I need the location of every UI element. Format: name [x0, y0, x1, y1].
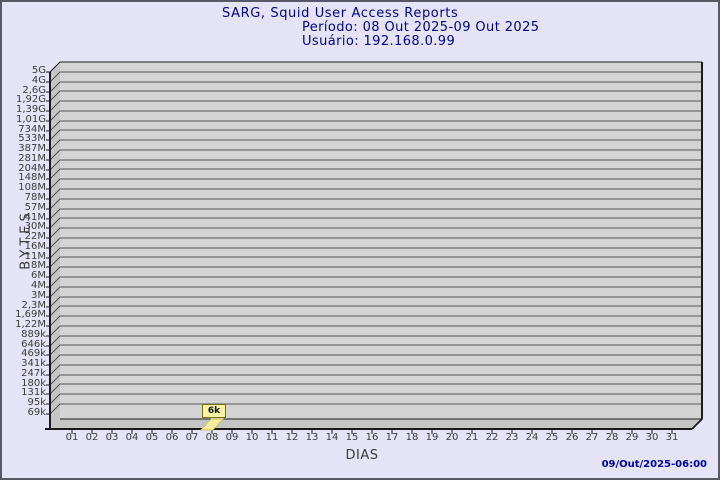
- x-tick-label: 17: [382, 433, 402, 443]
- x-tick-label: 28: [602, 433, 622, 443]
- x-tick-label: 22: [482, 433, 502, 443]
- x-tick-label: 26: [562, 433, 582, 443]
- plot-area: [2, 2, 720, 480]
- x-tick-label: 11: [262, 433, 282, 443]
- x-tick-label: 20: [442, 433, 462, 443]
- x-axis-title: DIAS: [332, 448, 392, 463]
- x-tick-label: 18: [402, 433, 422, 443]
- x-tick-label: 08: [202, 433, 222, 443]
- x-tick-label: 02: [82, 433, 102, 443]
- x-tick-label: 31: [662, 433, 682, 443]
- x-tick-label: 09: [222, 433, 242, 443]
- x-tick-label: 23: [502, 433, 522, 443]
- x-tick-label: 24: [522, 433, 542, 443]
- x-tick-label: 07: [182, 433, 202, 443]
- x-tick-label: 12: [282, 433, 302, 443]
- x-tick-label: 06: [162, 433, 182, 443]
- x-tick-label: 16: [362, 433, 382, 443]
- x-tick-label: 30: [642, 433, 662, 443]
- x-tick-label: 04: [122, 433, 142, 443]
- x-tick-label: 13: [302, 433, 322, 443]
- x-tick-label: 10: [242, 433, 262, 443]
- x-tick-label: 15: [342, 433, 362, 443]
- x-tick-label: 21: [462, 433, 482, 443]
- sarg-report-chart: SARG, Squid User Access Reports Período:…: [0, 0, 720, 480]
- x-tick-label: 25: [542, 433, 562, 443]
- x-tick-label: 05: [142, 433, 162, 443]
- bar-value-callout: 6k: [202, 404, 226, 418]
- x-tick-label: 14: [322, 433, 342, 443]
- y-tick-label: 69k: [2, 408, 46, 418]
- generated-timestamp: 09/Out/2025-06:00: [602, 459, 707, 470]
- x-tick-label: 01: [62, 433, 82, 443]
- x-tick-label: 19: [422, 433, 442, 443]
- x-tick-label: 27: [582, 433, 602, 443]
- x-tick-label: 29: [622, 433, 642, 443]
- x-tick-label: 03: [102, 433, 122, 443]
